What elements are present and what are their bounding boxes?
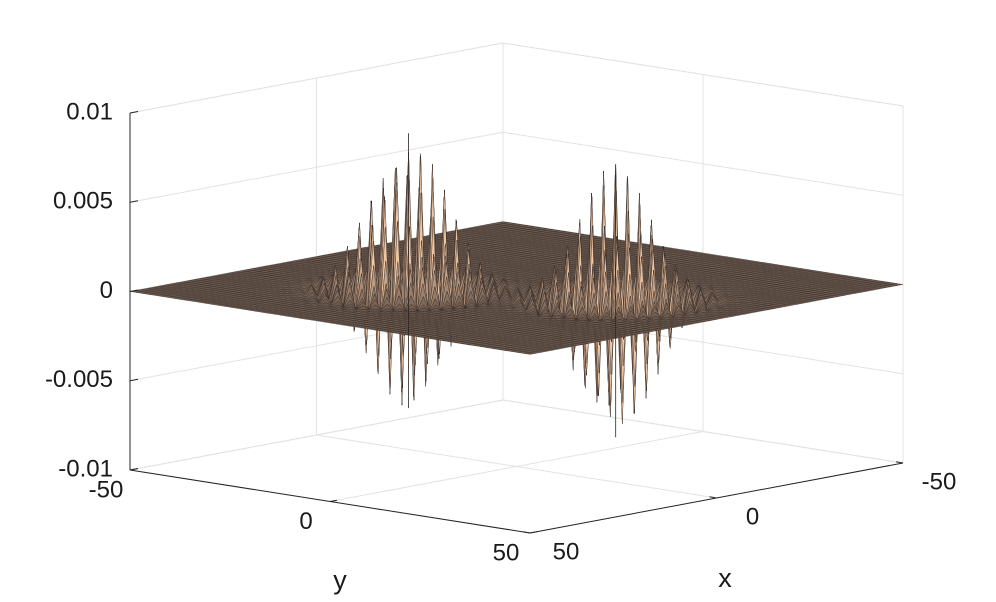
x-axis-label: x	[718, 563, 732, 593]
x-tick-label: 0	[746, 503, 759, 530]
z-tick-label: -0.005	[45, 366, 113, 393]
z-tick-label: 0	[100, 277, 113, 304]
surface	[129, 133, 904, 438]
x-tick-label: 50	[553, 538, 580, 565]
z-tick-label: 0.005	[53, 188, 113, 215]
y-tick-label: -50	[89, 476, 124, 503]
y-tick-label: 50	[493, 539, 520, 566]
y-tick	[129, 468, 138, 471]
z-tick	[129, 111, 139, 114]
y-tick	[529, 531, 538, 534]
grid-line	[129, 399, 504, 471]
z-tick-label: 0.01	[66, 98, 113, 125]
grid-line	[329, 431, 704, 502]
x-tick	[709, 496, 717, 499]
x-tick	[522, 531, 531, 534]
z-tick	[129, 378, 139, 382]
z-tick	[129, 200, 139, 203]
y-tick	[329, 499, 338, 502]
y-axis-label: y	[333, 565, 347, 595]
x-tick-label: -50	[922, 468, 957, 495]
x-tick	[895, 461, 904, 464]
y-tick-label: 0	[299, 508, 312, 535]
